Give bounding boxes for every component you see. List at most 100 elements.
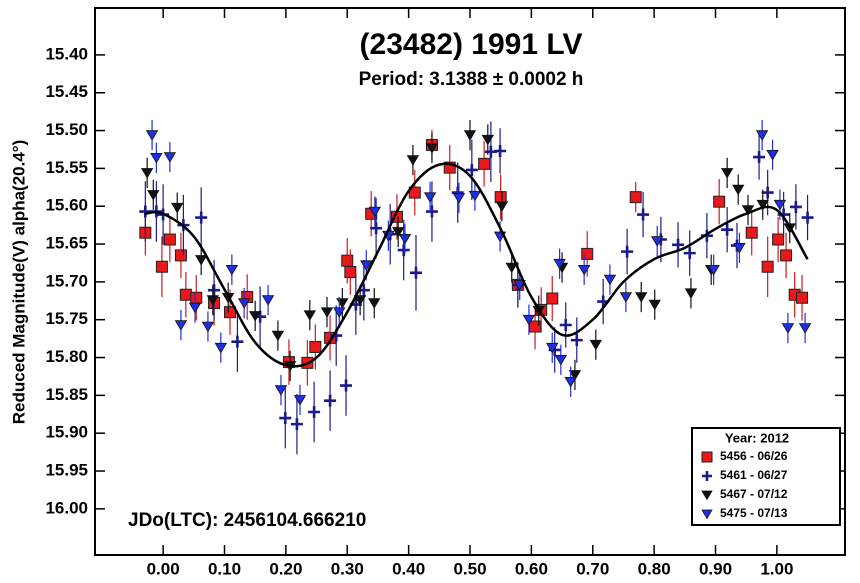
series (145, 119, 812, 416)
marker (320, 307, 334, 318)
marker (195, 211, 208, 224)
y-tick-label: 15.60 (45, 196, 88, 215)
marker (701, 509, 713, 520)
marker (589, 339, 603, 351)
marker (478, 157, 491, 170)
marker (468, 190, 482, 202)
marker (423, 192, 437, 203)
marker (425, 205, 438, 218)
marker (443, 161, 456, 174)
marker (553, 258, 566, 270)
marker (577, 264, 591, 276)
marker (190, 291, 203, 304)
marker (701, 490, 713, 501)
marker (766, 149, 779, 161)
marker (368, 206, 382, 218)
marker (248, 311, 262, 322)
marker (171, 202, 184, 214)
marker (368, 298, 381, 309)
marker (194, 255, 208, 266)
marker (713, 195, 726, 208)
marker (554, 355, 568, 366)
marker (721, 223, 734, 236)
marker (391, 227, 405, 238)
marker (150, 153, 163, 164)
marker (570, 334, 583, 347)
annotation: JDo(LTC): 2456104.666210 (128, 510, 366, 531)
marker (559, 319, 572, 332)
marker (732, 184, 745, 196)
legend-title: Year: 2012 (725, 430, 789, 445)
y-axis-label: Reduced Magnitude(V) alpha(20.4°) (9, 140, 28, 425)
marker (303, 310, 317, 321)
marker (798, 323, 812, 334)
marker (409, 266, 422, 279)
marker (140, 168, 154, 179)
marker (341, 254, 354, 267)
marker (370, 222, 383, 235)
x-tick-label: 0.40 (392, 559, 425, 578)
marker (801, 211, 814, 224)
x-tick-label: 1.00 (760, 559, 793, 578)
marker (564, 376, 577, 388)
plot-area (95, 8, 845, 555)
marker (733, 243, 746, 254)
marker (505, 262, 518, 274)
y-tick-label: 15.75 (45, 309, 88, 328)
x-tick-label: 0.00 (147, 559, 180, 578)
marker (360, 260, 373, 271)
marker (261, 295, 275, 306)
marker (139, 205, 152, 218)
marker (147, 190, 160, 201)
legend-label: 5461 - 06/27 (720, 468, 788, 482)
marker (353, 295, 367, 306)
x-tick-label: 0.50 (453, 559, 486, 578)
marker (408, 186, 421, 199)
x-tick-label: 0.30 (331, 559, 364, 578)
marker (513, 280, 526, 291)
marker (529, 320, 542, 333)
marker (701, 451, 713, 463)
legend-box (691, 427, 841, 526)
marker (208, 284, 221, 297)
marker (761, 186, 774, 199)
x-tick-label: 0.10 (208, 559, 241, 578)
marker (741, 205, 755, 216)
marker (174, 320, 188, 331)
y-tick-label: 15.85 (45, 385, 88, 404)
marker (452, 193, 466, 204)
legend-label: 5467 - 07/12 (720, 487, 788, 501)
marker (650, 236, 664, 247)
x-tick-label: 0.60 (515, 559, 548, 578)
y-tick-label: 15.40 (45, 44, 88, 63)
marker (163, 233, 176, 246)
marker (755, 130, 769, 141)
marker (324, 394, 337, 407)
y-tick-label: 15.80 (45, 347, 88, 366)
x-tick-label: 0.70 (576, 559, 609, 578)
marker (581, 247, 594, 260)
marker (773, 199, 787, 211)
fit-curve (144, 162, 809, 368)
legend-label: 5475 - 07/13 (720, 506, 788, 520)
y-tick-label: 15.70 (45, 271, 88, 290)
marker (333, 307, 346, 318)
marker (340, 379, 353, 392)
marker (648, 299, 661, 311)
y-tick-label: 15.55 (45, 158, 88, 177)
chart-subtitle: Period: 3.1388 ± 0.0002 h (359, 69, 584, 90)
marker (745, 226, 758, 239)
marker (214, 342, 228, 354)
marker (425, 143, 439, 154)
marker (756, 199, 769, 211)
y-tick-label: 15.45 (45, 82, 88, 101)
marker (293, 395, 307, 406)
marker (201, 321, 215, 333)
marker (406, 155, 420, 166)
marker (753, 151, 766, 164)
marker (780, 249, 793, 262)
marker (522, 314, 536, 326)
marker (494, 144, 507, 157)
marker (463, 130, 477, 141)
